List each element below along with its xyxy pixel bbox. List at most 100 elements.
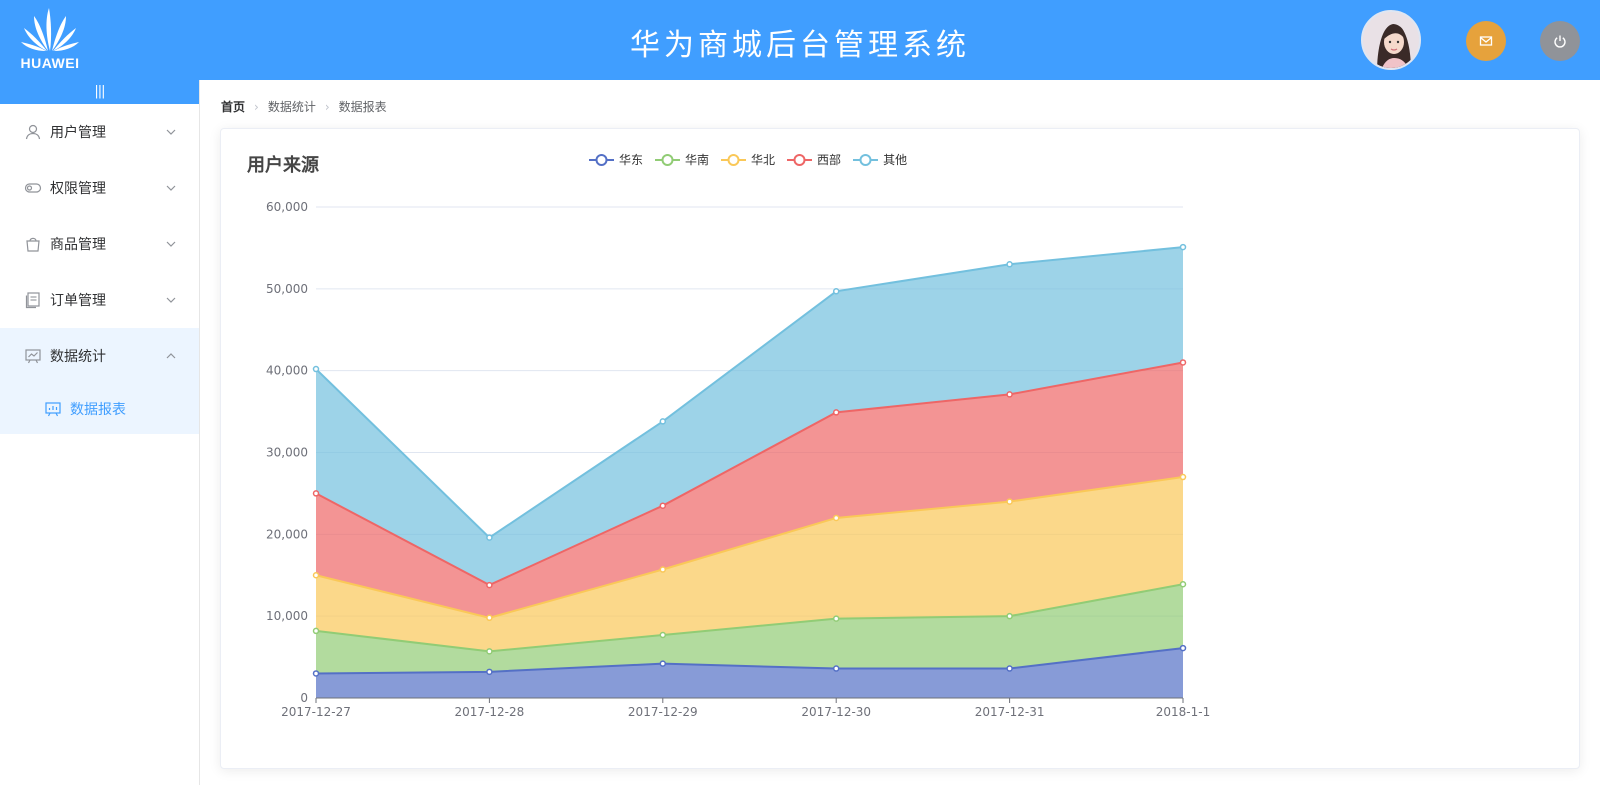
data-point (832, 615, 840, 622)
chevron-up-icon (166, 353, 176, 359)
x-tick-label: 2017-12-27 (281, 705, 351, 719)
area-华南 (316, 584, 1183, 674)
y-tick-label: 60,000 (266, 200, 308, 214)
toggle-icon (24, 183, 42, 193)
user-icon (25, 124, 41, 140)
power-icon (1554, 35, 1566, 48)
data-point (832, 288, 840, 295)
legend-label: 西部 (817, 153, 842, 167)
breadcrumb-separator-icon: › (254, 99, 259, 114)
stacked-area-chart: 0 10,000 20,000 30,000 40,000 50,000 60,000 201… (266, 200, 1210, 719)
main-content: 首页 › 数据统计 › 数据报表 0 10,000 20,000 30,000 40,0… (200, 80, 1600, 785)
sidebar: ||| 用户管理 权限管理 商品管理 (0, 80, 200, 785)
legend-item[interactable]: 华东 (589, 151, 643, 168)
legend-item[interactable]: 其他 (853, 151, 907, 168)
data-point (1006, 261, 1013, 268)
y-tick-label: 10,000 (266, 609, 308, 623)
chevron-down-icon (166, 129, 176, 135)
sidebar-item-label: 用户管理 (50, 125, 106, 141)
sidebar-item-orders[interactable]: 订单管理 (0, 272, 199, 328)
series-line-西部 (315, 361, 1184, 587)
x-tick-label: 2017-12-31 (975, 705, 1045, 719)
data-point (486, 534, 493, 541)
series-line-华北 (315, 476, 1184, 619)
data-point (312, 490, 320, 497)
data-point (832, 409, 840, 416)
legend-label: 其他 (883, 153, 908, 167)
y-tick-label: 0 (300, 691, 308, 705)
y-tick-label: 20,000 (266, 527, 308, 541)
legend-label: 华东 (619, 153, 644, 167)
breadcrumb-separator-icon: › (324, 99, 330, 114)
chevron-down-icon (166, 241, 176, 247)
breadcrumb-item: 数据统计 (267, 100, 316, 114)
data-point (1006, 391, 1013, 398)
area-西部 (316, 362, 1183, 618)
breadcrumb: 首页 › 数据统计 › 数据报表 (221, 98, 387, 115)
data-point (1006, 612, 1013, 620)
chevron-down-icon (166, 185, 176, 191)
huawei-logo: HUAWEI (16, 6, 84, 72)
data-point (1179, 581, 1187, 588)
sidebar-item-statistics[interactable]: 数据统计 (0, 328, 199, 384)
data-point (659, 418, 667, 425)
x-tick-label: 2017-12-29 (628, 705, 698, 719)
mail-button[interactable] (1466, 21, 1506, 61)
data-point (1006, 498, 1013, 505)
data-point (312, 572, 320, 579)
legend-marker-icon (655, 153, 681, 166)
data-point (659, 660, 667, 667)
legend-marker-icon (721, 153, 747, 166)
data-point (486, 648, 493, 655)
data-point (312, 670, 320, 677)
breadcrumb-home[interactable]: 首页 (221, 100, 246, 114)
data-point (1179, 473, 1187, 481)
sidebar-item-label: 权限管理 (50, 181, 106, 197)
y-tick-label: 30,000 (266, 446, 308, 460)
header-bar: HUAWEI 华为商城后台管理系统 (0, 0, 1600, 80)
sidebar-item-label: 商品管理 (50, 237, 106, 253)
legend-marker-icon (787, 153, 813, 166)
area-华东 (316, 648, 1183, 698)
series-line-华东 (315, 647, 1184, 675)
x-tick-label: 2017-12-30 (801, 705, 871, 719)
legend-marker-icon (853, 153, 879, 166)
logo-text: HUAWEI (20, 55, 80, 71)
chart-legend: 华东 华南 华北 西部 其他 (589, 151, 919, 168)
document-icon (25, 292, 40, 309)
legend-item[interactable]: 西部 (787, 151, 841, 168)
x-tick-label: 2017-12-28 (455, 705, 525, 719)
data-point (1179, 243, 1187, 251)
sidebar-item-permissions[interactable]: 权限管理 (0, 160, 199, 216)
legend-item[interactable]: 华北 (721, 151, 775, 168)
chart-title: 用户来源 (247, 155, 319, 176)
user-avatar[interactable] (1361, 10, 1421, 70)
data-point (486, 614, 493, 622)
chevron-down-icon (166, 297, 176, 303)
avatar-portrait-icon (1363, 12, 1419, 68)
chart-icon (25, 349, 41, 364)
shopping-bag-icon (26, 237, 40, 252)
chart-card: 0 10,000 20,000 30,000 40,000 50,000 60,000 201… (220, 128, 1580, 769)
sidebar-item-users[interactable]: 用户管理 (0, 104, 199, 160)
sidebar-item-label: 数据统计 (50, 349, 106, 365)
data-point (312, 627, 320, 635)
logout-button[interactable] (1540, 21, 1580, 61)
legend-marker-icon (589, 153, 614, 166)
presentation-icon (45, 402, 61, 417)
data-point (1179, 359, 1187, 366)
y-tick-label: 40,000 (266, 364, 308, 378)
sidebar-subitem-report[interactable]: 数据报表 (0, 384, 199, 434)
legend-item[interactable]: 华南 (655, 151, 709, 168)
mail-icon (1479, 36, 1493, 46)
data-point (486, 668, 493, 676)
legend-label: 华北 (751, 153, 776, 167)
sidebar-item-products[interactable]: 商品管理 (0, 216, 199, 272)
app-title: 华为商城后台管理系统 (630, 28, 970, 63)
x-tick-label: 2018-1-1 (1156, 705, 1210, 719)
sidebar-collapse-toggle[interactable]: ||| (0, 80, 199, 104)
data-point (659, 502, 667, 509)
legend-label: 华南 (685, 153, 710, 167)
data-point (1179, 644, 1187, 652)
huawei-petal-icon (21, 8, 79, 51)
